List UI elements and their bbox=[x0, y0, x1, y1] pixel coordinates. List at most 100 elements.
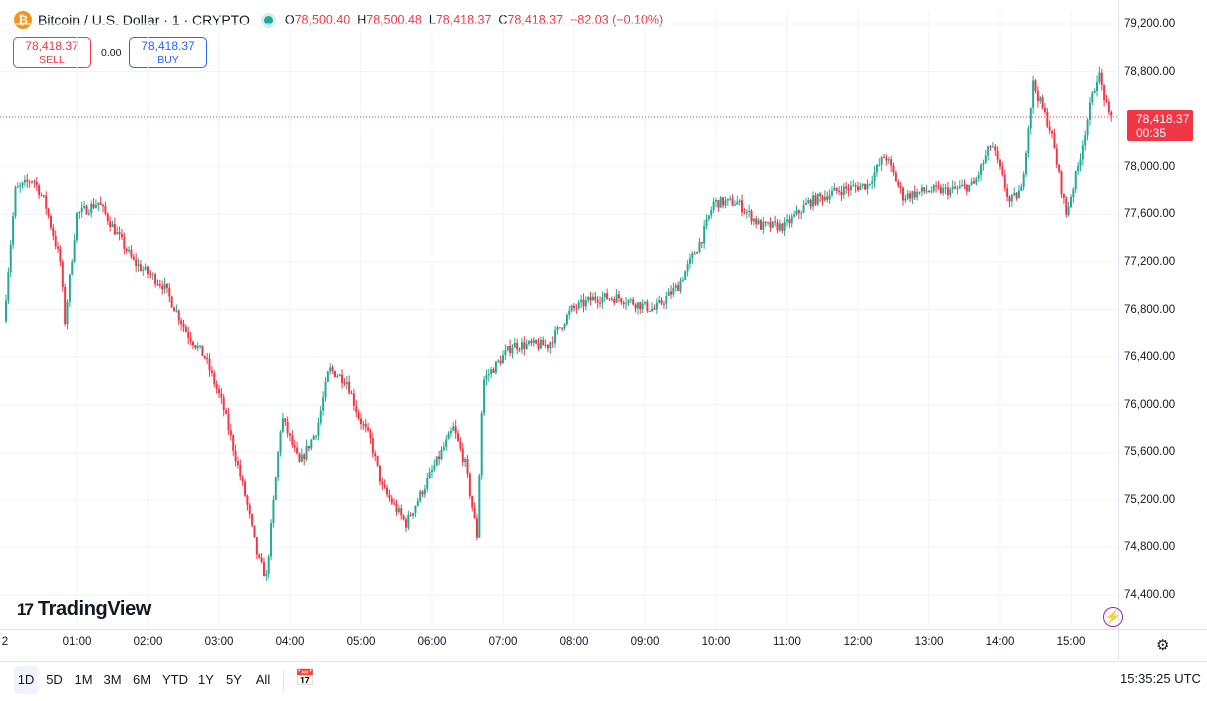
candle-down bbox=[208, 358, 211, 371]
range-button-5d[interactable]: 5D bbox=[46, 672, 63, 687]
sell-button[interactable]: 78,418.37 SELL bbox=[13, 37, 91, 68]
candle-up bbox=[78, 212, 81, 214]
candle-down bbox=[523, 342, 526, 349]
range-button-1m[interactable]: 1M bbox=[74, 672, 93, 687]
candle-down bbox=[378, 465, 381, 482]
candle-up bbox=[800, 212, 803, 214]
candle-up bbox=[842, 186, 845, 196]
candle-up bbox=[504, 350, 507, 356]
candle-up bbox=[577, 302, 580, 309]
candle-up bbox=[9, 244, 12, 273]
candle-down bbox=[1105, 99, 1108, 102]
tradingview-logo[interactable]: 17 TradingView bbox=[17, 598, 151, 621]
candle-down bbox=[516, 342, 519, 350]
candle-down bbox=[1034, 80, 1037, 91]
candle-up bbox=[87, 213, 90, 215]
candle-down bbox=[246, 495, 249, 505]
candle-down bbox=[475, 518, 478, 538]
candle-up bbox=[319, 410, 322, 423]
candle-up bbox=[968, 184, 971, 192]
candle-up bbox=[783, 221, 786, 231]
candle-down bbox=[296, 447, 299, 454]
candle-down bbox=[892, 165, 895, 173]
candle-down bbox=[835, 187, 838, 191]
range-button-1d[interactable]: 1D bbox=[14, 666, 38, 694]
candle-down bbox=[537, 343, 540, 349]
candle-up bbox=[868, 183, 871, 185]
candle-down bbox=[26, 179, 29, 182]
candle-down bbox=[341, 374, 344, 384]
candle-up bbox=[497, 360, 500, 362]
calendar-icon[interactable]: 📅 bbox=[295, 670, 315, 687]
buy-button[interactable]: 78,418.37 BUY bbox=[129, 37, 207, 68]
candle-down bbox=[996, 150, 999, 160]
candle-down bbox=[203, 355, 206, 359]
candle-up bbox=[849, 185, 852, 191]
range-button-1y[interactable]: 1Y bbox=[198, 672, 214, 687]
candle-down bbox=[599, 302, 602, 304]
candle-up bbox=[977, 174, 980, 179]
candle-up bbox=[880, 156, 883, 165]
candle-up bbox=[878, 164, 881, 166]
time-tick-label: 03:00 bbox=[204, 636, 234, 648]
candle-up bbox=[644, 301, 646, 304]
candle-up bbox=[412, 513, 415, 516]
candle-up bbox=[916, 191, 919, 198]
candle-up bbox=[852, 185, 855, 187]
range-button-3m[interactable]: 3M bbox=[103, 672, 122, 687]
candle-up bbox=[23, 179, 26, 183]
candle-down bbox=[106, 213, 109, 222]
candle-down bbox=[201, 345, 204, 356]
range-button-all[interactable]: All bbox=[255, 672, 271, 687]
candle-down bbox=[388, 494, 391, 499]
candle-down bbox=[191, 341, 194, 346]
candle-down bbox=[286, 421, 289, 434]
candle-down bbox=[809, 199, 812, 207]
time-tick-label: 04:00 bbox=[275, 636, 305, 648]
candle-up bbox=[274, 477, 277, 501]
candle-up bbox=[336, 376, 339, 378]
lightning-icon[interactable]: ⚡ bbox=[1103, 607, 1123, 627]
candle-down bbox=[662, 303, 665, 305]
candle-down bbox=[1008, 196, 1011, 202]
toolbar-divider bbox=[283, 670, 284, 692]
candle-up bbox=[1022, 174, 1025, 187]
candle-up bbox=[790, 216, 793, 224]
range-button-5y[interactable]: 5Y bbox=[226, 672, 242, 687]
candle-up bbox=[752, 218, 755, 222]
candle-up bbox=[681, 279, 684, 281]
candle-down bbox=[156, 284, 159, 286]
candle-up bbox=[528, 341, 531, 344]
candle-down bbox=[797, 210, 800, 214]
candle-up bbox=[887, 159, 890, 161]
candle-down bbox=[362, 423, 365, 425]
candle-up bbox=[705, 219, 708, 226]
candle-down bbox=[788, 219, 791, 224]
time-tick-label: 14:00 bbox=[985, 636, 1015, 648]
candle-up bbox=[142, 269, 145, 271]
candle-up bbox=[322, 397, 325, 411]
range-button-ytd[interactable]: YTD bbox=[162, 672, 188, 687]
candle-up bbox=[958, 186, 961, 188]
candle-up bbox=[961, 184, 964, 187]
candle-up bbox=[317, 422, 320, 436]
candle-down bbox=[776, 222, 779, 231]
candle-down bbox=[617, 294, 620, 299]
candle-down bbox=[180, 320, 183, 325]
candle-down bbox=[864, 183, 867, 190]
gear-icon[interactable]: ⚙ bbox=[1156, 637, 1170, 654]
utc-clock[interactable]: 15:35:25 UTC bbox=[1120, 671, 1201, 686]
candle-down bbox=[360, 418, 362, 424]
candle-down bbox=[610, 298, 613, 300]
candle-up bbox=[1077, 166, 1080, 172]
range-button-6m[interactable]: 6M bbox=[132, 672, 152, 687]
candle-up bbox=[641, 303, 644, 310]
candle-up bbox=[71, 261, 74, 275]
candle-down bbox=[670, 291, 673, 295]
candle-down bbox=[352, 393, 355, 406]
candle-down bbox=[331, 367, 334, 371]
candle-up bbox=[975, 178, 978, 184]
candle-up bbox=[506, 346, 509, 351]
candle-up bbox=[175, 310, 178, 312]
